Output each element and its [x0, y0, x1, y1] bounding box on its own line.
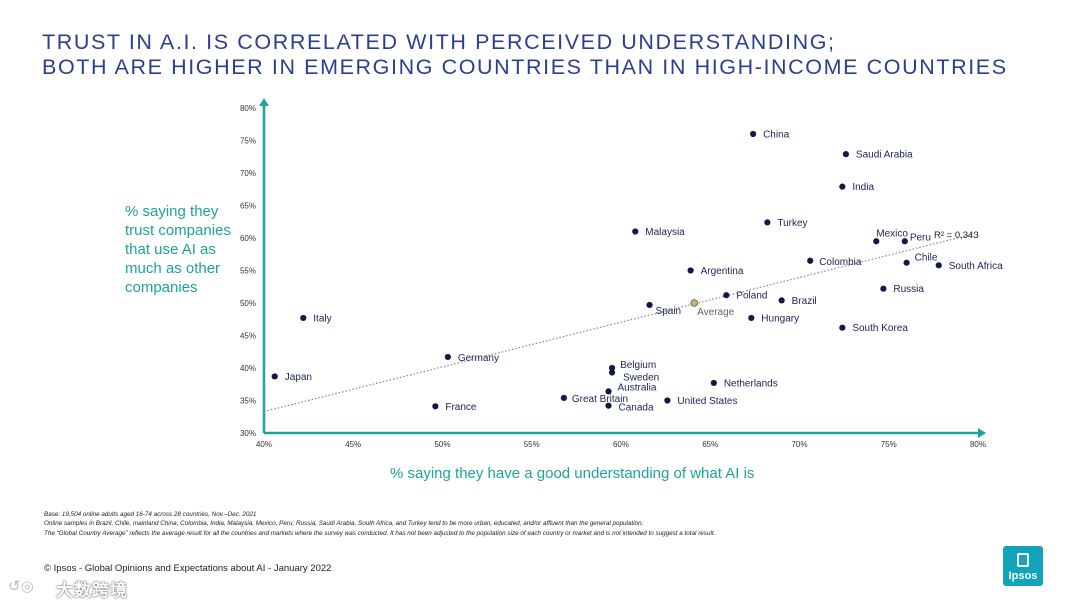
point-label-colombia: Colombia [819, 257, 862, 268]
point-label-spain: Spain [656, 306, 682, 317]
point-label-netherlands: Netherlands [724, 378, 778, 389]
point-great-britain [560, 394, 567, 401]
point-label-germany: Germany [458, 353, 499, 364]
point-australia [605, 388, 612, 395]
point-italy [300, 314, 307, 322]
point-russia [880, 285, 887, 292]
logo-mark-icon [1017, 553, 1029, 567]
point-label-malaysia: Malaysia [645, 227, 685, 238]
scatter-chart: 40% 45% 50% 55% 60% 65% 70% 75% 80% 30% 35% 40% 45% 5… [240, 98, 1003, 449]
y-tick-label: 40% [240, 364, 256, 373]
point-france [432, 403, 439, 410]
point-hungary [748, 314, 755, 322]
point-label-india: India [852, 182, 874, 193]
trendline [263, 232, 979, 413]
point-label-japan: Japan [285, 372, 312, 383]
watermark-icon: ↺◎ [8, 578, 34, 595]
x-tick-label: 70% [791, 440, 807, 449]
y-tick-label: 50% [240, 299, 256, 308]
point-belgium [608, 364, 616, 372]
title-line-2: BOTH ARE HIGHER IN EMERGING COUNTRIES TH… [42, 55, 1008, 79]
x-tick-label: 80% [970, 440, 986, 449]
point-mexico [873, 238, 880, 245]
point-germany [444, 353, 451, 361]
point-label-average: Average [697, 307, 735, 318]
point-south-africa [935, 262, 942, 269]
point-sweden [608, 369, 616, 376]
chart-title: TRUST IN A.I. IS CORRELATED WITH PERCEIV… [42, 30, 1008, 80]
footer-copyright: © Ipsos - Global Opinions and Expectatio… [44, 563, 332, 574]
point-label-italy: Italy [313, 313, 331, 324]
point-turkey [764, 219, 771, 226]
point-spain [646, 301, 653, 309]
point-label-russia: Russia [893, 284, 924, 295]
point-label-hungary: Hungary [761, 313, 799, 324]
point-label-france: France [445, 402, 477, 413]
y-axis-label: % saying they trust companies that use A… [125, 203, 231, 296]
x-tick-label: 65% [702, 440, 718, 449]
point-label-australia: Australia [618, 382, 657, 393]
y-tick-label: 60% [240, 234, 256, 243]
y-axis-arrow-icon [259, 98, 269, 106]
logo-text: Ipsos [1008, 570, 1038, 582]
point-saudi-arabia [842, 151, 850, 158]
y-tick-label: 55% [240, 267, 256, 276]
x-axis-arrow-icon [978, 428, 986, 438]
point-malaysia [632, 228, 639, 235]
point-argentina [687, 267, 694, 274]
point-japan [271, 373, 278, 380]
y-tick-label: 45% [240, 332, 256, 341]
x-tick-label: 50% [434, 440, 450, 449]
point-label-peru: Peru [910, 232, 931, 243]
watermark: ↺◎ 大数跨境 [8, 574, 158, 600]
note-base: Base: 19,504 online adults aged 16-74 ac… [44, 511, 257, 518]
y-tick-label: 30% [240, 429, 256, 438]
point-label-mexico: Mexico [876, 228, 908, 239]
point-netherlands [710, 379, 717, 387]
point-label-south-africa: South Africa [949, 261, 1003, 272]
point-label-great-britain: Great Britain [572, 394, 628, 405]
average-point [690, 299, 698, 307]
point-label-saudi-arabia: Saudi Arabia [856, 150, 913, 161]
point-chile [903, 259, 910, 266]
y-tick-label: 70% [240, 169, 256, 178]
point-south-korea [839, 324, 846, 331]
point-poland [723, 292, 730, 299]
point-label-south-korea: South Korea [852, 323, 908, 334]
point-brazil [778, 297, 785, 304]
x-tick-label: 45% [345, 440, 361, 449]
y-tick-label: 65% [240, 202, 256, 211]
x-tick-label: 40% [256, 440, 272, 449]
x-tick-label: 75% [881, 440, 897, 449]
point-label-chile: Chile [915, 253, 938, 264]
watermark-text: 大数跨境 [56, 581, 128, 600]
note-samples: Online samples in Brazil, Chile, mainlan… [44, 520, 644, 528]
point-china [749, 130, 757, 138]
x-axis-label: % saying they have a good understanding … [390, 465, 755, 482]
ipsos-logo: Ipsos [1003, 546, 1043, 586]
point-label-belgium: Belgium [620, 360, 656, 371]
y-tick-label: 75% [240, 137, 256, 146]
point-label-poland: Poland [736, 291, 767, 302]
r-squared-label: R² = 0,343 [934, 230, 979, 241]
point-label-canada: Canada [619, 403, 654, 414]
footnotes: Base: 19,504 online adults aged 16-74 ac… [44, 510, 715, 538]
point-india [839, 183, 846, 190]
point-label-united-states: United States [677, 396, 737, 407]
point-colombia [807, 257, 814, 264]
point-united-states [664, 397, 671, 404]
point-label-sweden: Sweden [623, 373, 659, 384]
y-tick-label: 35% [240, 397, 256, 406]
x-tick-label: 60% [613, 440, 629, 449]
x-tick-label: 55% [524, 440, 540, 449]
title-line-1: TRUST IN A.I. IS CORRELATED WITH PERCEIV… [42, 30, 836, 54]
point-label-argentina: Argentina [701, 266, 744, 277]
point-label-turkey: Turkey [777, 218, 807, 229]
note-average: The “Global Country Average” reflects th… [44, 529, 716, 537]
y-tick-label: 80% [240, 104, 256, 113]
point-label-brazil: Brazil [792, 296, 817, 307]
point-canada [605, 402, 612, 409]
point-peru [901, 238, 908, 245]
point-label-china: China [763, 130, 790, 141]
